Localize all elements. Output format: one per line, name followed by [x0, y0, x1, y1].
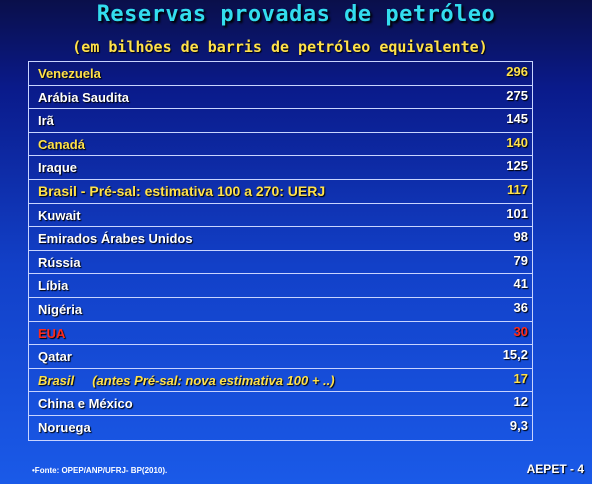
table-row: China e México 12 — [29, 392, 532, 416]
reserve-value: 12 — [513, 394, 528, 410]
country-name: Irã — [38, 113, 54, 129]
country-name: Qatar — [38, 349, 72, 365]
country-name: China e México — [38, 396, 133, 412]
reserve-value: 145 — [506, 111, 528, 127]
reserve-value: 98 — [513, 229, 528, 245]
table-row: Rússia 79 — [29, 251, 532, 275]
source-note: •Fonte: OPEP/ANP/UFRJ- BP(2010). — [32, 466, 168, 475]
country-name: Iraque — [38, 160, 78, 176]
table-row: Brasil (antes Pré-sal: nova estimativa 1… — [29, 369, 532, 393]
country-name: Noruega — [38, 419, 91, 435]
table-row: Irã 145 — [29, 109, 532, 133]
reserve-value: 296 — [506, 64, 528, 79]
table-row: Venezuela 296 — [29, 62, 532, 86]
table-row: EUA 30 — [29, 322, 532, 346]
reserve-value: 30 — [513, 323, 528, 339]
table-row: Brasil - Pré-sal: estimativa 100 a 270: … — [29, 180, 532, 204]
table-row: Kuwait 101 — [29, 204, 532, 228]
table-row: Emirados Árabes Unidos 98 — [29, 227, 532, 251]
reserve-value: 79 — [513, 252, 528, 268]
reserve-value: 9,3 — [509, 417, 528, 433]
country-name: Brasil - Pré-sal: estimativa 100 a 270: … — [38, 182, 326, 199]
page-title: Reservas provadas de petróleo — [96, 2, 496, 27]
country-name: Arábia Saudita — [38, 89, 130, 105]
reserve-value: 275 — [506, 87, 528, 103]
table-row: Nigéria 36 — [29, 298, 532, 322]
reserve-value: 17 — [513, 370, 528, 386]
country-name: EUA — [38, 325, 66, 341]
reserve-value: 140 — [506, 134, 528, 150]
table-row: Noruega 9,3 — [29, 416, 532, 440]
reserve-value: 15,2 — [502, 347, 528, 363]
reserves-table: Venezuela 296 Arábia Saudita 275 Irã 145 Ca… — [28, 61, 533, 441]
country-name: Venezuela — [38, 66, 101, 81]
reserve-value: 101 — [506, 205, 528, 221]
page-subtitle: (em bilhões de barris de petróleo equiva… — [72, 38, 488, 56]
reserve-value: 125 — [506, 158, 528, 174]
country-name: Líbia — [38, 278, 69, 294]
country-name: Kuwait — [38, 207, 81, 223]
table-row: Líbia 41 — [29, 274, 532, 298]
table-row: Qatar 15,2 — [29, 345, 532, 369]
country-name: Canadá — [38, 136, 85, 152]
table-row: Canadá 140 — [29, 133, 532, 157]
reserve-value: 41 — [513, 276, 528, 292]
country-name: Nigéria — [38, 301, 83, 317]
reserve-value: 117 — [507, 181, 528, 197]
table-row: Iraque 125 — [29, 156, 532, 180]
reserve-value: 36 — [513, 299, 528, 315]
page-number: AEPET - 4 — [526, 462, 584, 476]
table-row: Arábia Saudita 275 — [29, 86, 532, 110]
country-name: Brasil (antes Pré-sal: nova estimativa 1… — [38, 372, 335, 388]
country-name: Rússia — [38, 254, 81, 270]
country-name: Emirados Árabes Unidos — [38, 231, 193, 247]
